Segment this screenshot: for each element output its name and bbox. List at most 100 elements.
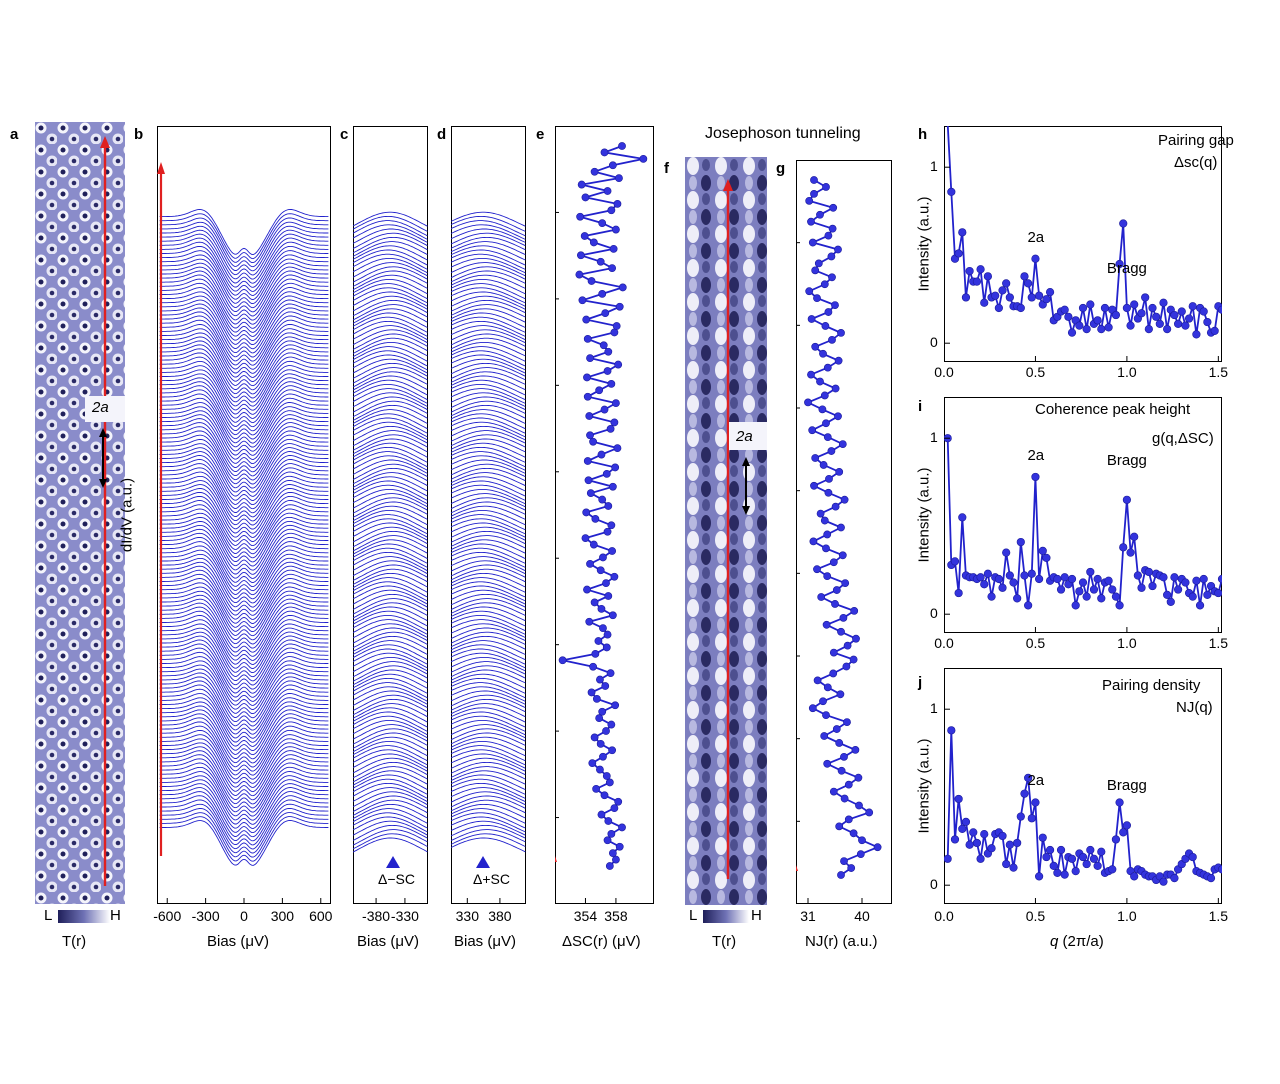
- curve-b: [159, 299, 329, 346]
- curve-svgC: [353, 560, 428, 577]
- curve-svgD: [451, 547, 526, 564]
- curve-svgD: [451, 543, 526, 560]
- data-point: [1195, 601, 1205, 610]
- annotation-2a: 2a: [1027, 446, 1045, 464]
- curve-svgD: [451, 644, 526, 661]
- data-point: [1192, 576, 1201, 585]
- data-point: [1192, 330, 1201, 339]
- curve-b: [159, 688, 329, 735]
- curve-svgC: [353, 694, 428, 711]
- curve-b: [159, 651, 329, 698]
- curve-svgC: [353, 367, 428, 384]
- data-point: [1078, 578, 1088, 587]
- xtick: 354: [573, 908, 598, 924]
- data-point: [586, 559, 594, 568]
- xtick-b: 300: [270, 908, 295, 924]
- curve-svgD: [451, 497, 526, 511]
- curve-svgD: [451, 749, 526, 766]
- xtick: 0.0: [934, 635, 954, 651]
- curve-svgD: [451, 581, 526, 598]
- data-point: [849, 829, 858, 838]
- data-point: [991, 291, 1000, 300]
- data-point: [961, 293, 971, 302]
- curve-svgC: [353, 438, 428, 455]
- data-point: [1111, 310, 1121, 320]
- curve-svgC: [353, 698, 428, 716]
- curve-svgD: [451, 211, 526, 227]
- curve-svgD: [451, 585, 526, 602]
- data-point: [1199, 574, 1208, 584]
- data-point: [1119, 828, 1128, 837]
- data-point: [603, 836, 612, 845]
- data-point: [804, 398, 812, 407]
- curve-b: [159, 635, 329, 682]
- curve-svgC: [353, 451, 428, 468]
- curve-svgC: [353, 715, 428, 732]
- curve-svgC: [353, 837, 428, 853]
- curve-svgC: [353, 589, 428, 605]
- data-point: [820, 516, 829, 525]
- curve-b: [159, 746, 329, 793]
- data-point: [944, 854, 952, 863]
- curve-svgC: [353, 283, 428, 300]
- annotation-bragg: Bragg: [1106, 451, 1147, 469]
- xtick: 1.0: [1117, 364, 1137, 380]
- curve-svgC: [353, 568, 428, 585]
- curve-svgD: [451, 514, 526, 531]
- data-point: [583, 373, 591, 382]
- data-point: [613, 199, 622, 208]
- data-point: [1045, 845, 1055, 855]
- curve-b: [159, 250, 329, 296]
- data-point: [607, 521, 616, 530]
- curve-svgC: [353, 333, 428, 350]
- data-point: [1035, 872, 1044, 881]
- xtick: -380: [362, 908, 391, 924]
- data-point: [597, 604, 606, 613]
- data-point: [808, 238, 817, 247]
- data-point: [600, 148, 609, 157]
- data-point: [1159, 877, 1168, 886]
- curve-b: [159, 738, 329, 784]
- curve-svgC: [353, 421, 428, 438]
- curve-b: [159, 766, 329, 813]
- curve-b: [159, 557, 329, 604]
- curve-svgC: [353, 728, 428, 745]
- curve-svgC: [353, 287, 428, 304]
- data-point: [844, 815, 853, 824]
- curve-svgC: [353, 661, 428, 678]
- curve-b: [159, 684, 329, 731]
- curve-b: [159, 332, 329, 378]
- curve-b: [159, 594, 329, 641]
- curve-svgC: [353, 585, 428, 602]
- curve-svgD: [451, 732, 526, 746]
- curve-svgC: [353, 358, 428, 374]
- data-point: [976, 854, 985, 863]
- curve-b: [159, 816, 329, 862]
- xlabel-a: T(r): [62, 933, 87, 950]
- curve-b: [159, 528, 329, 575]
- curve-b: [159, 799, 329, 846]
- data-point: [998, 831, 1007, 841]
- curve-svgC: [353, 711, 428, 728]
- xlabel-d: Bias (μV): [454, 933, 516, 950]
- spectrum-h: [944, 126, 1222, 362]
- data-point: [820, 391, 829, 400]
- data-point: [980, 830, 989, 839]
- xlabel-c: Bias (μV): [357, 933, 419, 950]
- curve-b: [159, 365, 329, 411]
- curve-b: [159, 725, 329, 772]
- curve-b: [159, 319, 329, 366]
- data-point: [840, 794, 849, 803]
- curve-b: [159, 582, 329, 629]
- curve-b: [159, 262, 329, 309]
- curve-b: [159, 520, 329, 567]
- curve-b: [159, 676, 329, 723]
- data-point: [807, 370, 815, 379]
- data-point: [958, 824, 967, 833]
- data-point: [1184, 314, 1194, 323]
- data-point: [838, 440, 847, 448]
- xtick: 1.5: [1208, 635, 1229, 651]
- data-point: [1148, 581, 1157, 591]
- curve-svgC: [353, 602, 428, 619]
